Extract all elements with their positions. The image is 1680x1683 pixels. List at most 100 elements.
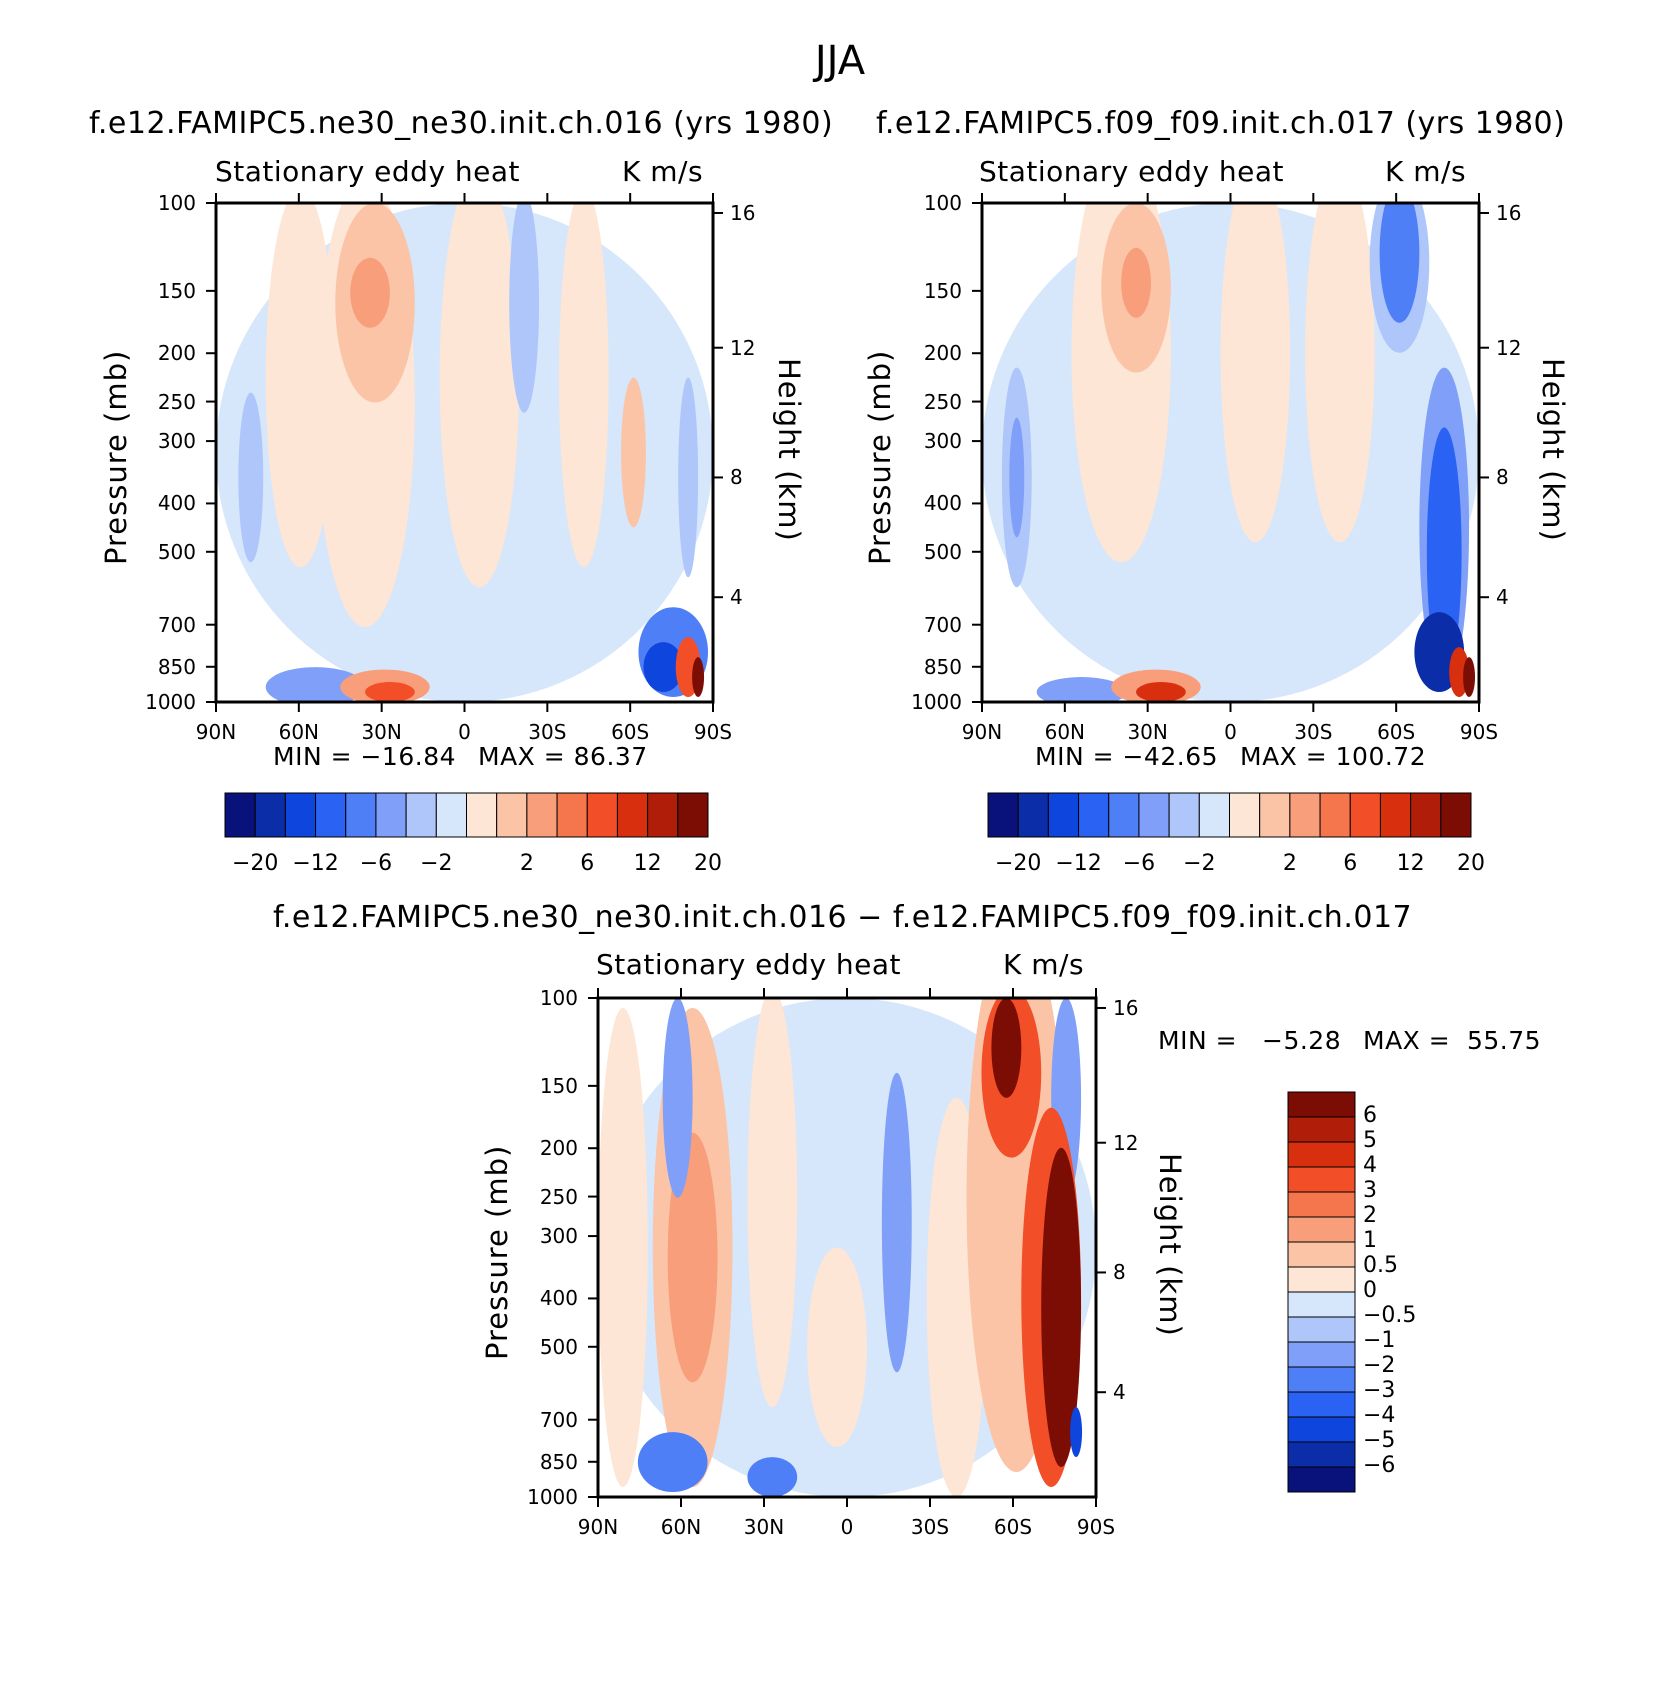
colorbar1-label: −12: [292, 851, 339, 876]
contour-fill-region: [1136, 682, 1186, 702]
panel3-ytick-label: 150: [539, 1073, 578, 1098]
colorbar2-label: −20: [994, 851, 1042, 876]
panel2-ytick-label: 250: [923, 389, 962, 414]
colorbar2-label: −2: [1183, 851, 1216, 876]
panel3-htick-label: 8: [1113, 1260, 1126, 1285]
colorbar3-swatch: [1287, 1241, 1356, 1268]
colorbar3-swatch: [1287, 1191, 1356, 1218]
contour-fill-region: [662, 998, 693, 1198]
contour-fill-region: [350, 257, 390, 328]
colorbar3-label: 0: [1363, 1278, 1377, 1303]
colorbar1-swatch: [345, 792, 377, 838]
panel3-ytick-label: 1000: [527, 1485, 578, 1509]
colorbar2-swatch: [1319, 792, 1351, 838]
contour-fill-region: [1121, 247, 1151, 318]
colorbar1-swatch: [254, 792, 286, 838]
panel3-ytick-label: 850: [539, 1449, 578, 1474]
panel2-xtick-label: 90S: [1459, 720, 1499, 744]
colorbar2-swatch: [1047, 792, 1080, 838]
colorbar2-label: 2: [1282, 851, 1297, 876]
panel1-ytick-label: 300: [157, 429, 196, 454]
panel2-ytick-label: 500: [923, 539, 962, 564]
panel2-subtitle-left: Stationary eddy heat: [979, 155, 1285, 188]
panel1-ytick-label: 150: [157, 278, 196, 303]
colorbar1-swatch: [315, 792, 347, 838]
panel3-xtick-label: 30S: [910, 1515, 950, 1539]
colorbar3-label: −5: [1363, 1428, 1396, 1453]
contour-fill-region: [238, 392, 264, 563]
colorbar1-label: 2: [519, 851, 534, 876]
panel1-min-label: MIN = −16.84: [273, 742, 457, 771]
panel3-max-label: MAX =: [1363, 1026, 1451, 1055]
panel2-xtick-label: 30S: [1294, 720, 1333, 744]
colorbar3-label: −6: [1363, 1453, 1396, 1478]
contour-fill-region: [747, 1457, 798, 1497]
colorbar1-swatch: [677, 792, 709, 838]
panel1-xtick-label: 90S: [693, 720, 733, 744]
panel2-ytick-label: 300: [923, 429, 962, 454]
panel2-htick-label: 8: [1496, 465, 1509, 490]
panel2-htick-label: 4: [1496, 585, 1509, 610]
colorbar1-label: −2: [420, 851, 453, 876]
panel1-xtick-label: 30N: [361, 720, 402, 744]
colorbar1-swatch: [647, 792, 679, 838]
contour-fill-region: [1463, 657, 1476, 698]
colorbar2-swatch: [1138, 792, 1170, 838]
colorbar1-swatch: [375, 792, 407, 838]
panel3-ytick-label: 300: [539, 1224, 578, 1249]
panel3-min-label: MIN =: [1158, 1026, 1238, 1055]
contour-fill-region: [1041, 1147, 1082, 1468]
colorbar3-swatch: [1287, 1366, 1356, 1393]
contour-fill-region: [439, 203, 520, 588]
colorbar1-swatch: [435, 792, 467, 838]
colorbar2-swatch: [1440, 792, 1472, 838]
panel3-ytick-label: 200: [539, 1136, 578, 1161]
panel3-ytick-label: 250: [539, 1184, 578, 1209]
panel1-xtick-label: 30S: [528, 720, 567, 744]
panel3-subtitle-right: K m/s: [1003, 948, 1085, 981]
panel1-xtick-label: 60N: [278, 720, 320, 744]
colorbar3-label: −1: [1363, 1328, 1396, 1353]
colorbar1-label: −20: [231, 851, 279, 876]
colorbar3-swatch: [1287, 1316, 1356, 1343]
colorbar3-swatch: [1287, 1216, 1356, 1243]
panel1-xtick-label: 60S: [611, 720, 650, 744]
colorbar1-label: 6: [580, 851, 595, 876]
panel3-htick-label: 4: [1113, 1380, 1126, 1405]
contour-fill-region: [991, 998, 1022, 1098]
colorbar2-swatch: [1410, 792, 1442, 838]
colorbar3-label: 3: [1363, 1178, 1377, 1203]
panel2-ytick-label: 100: [923, 191, 962, 215]
panel2-ytick-label: 850: [923, 654, 962, 679]
panel3-title: f.e12.FAMIPC5.ne30_ne30.init.ch.016 − f.…: [273, 900, 1413, 935]
panel1-htick-label: 12: [730, 335, 756, 360]
panel3-htick-label: 12: [1113, 1130, 1139, 1155]
colorbar3-label: −3: [1363, 1378, 1396, 1403]
panel1-ytick-label: 400: [157, 491, 196, 516]
contour-fill-region: [747, 998, 798, 1408]
contour-fill-region: [643, 642, 684, 693]
panel3-max-value: 55.75: [1467, 1026, 1542, 1055]
contour-fill-region: [1036, 677, 1127, 702]
colorbar3-label: 0.5: [1363, 1253, 1398, 1278]
panel1-ytick-label: 100: [157, 191, 196, 215]
panel2-ytick-label: 1000: [911, 690, 962, 714]
panel3-xtick-label: 60S: [993, 1515, 1033, 1539]
panel3-ytick-label: 100: [539, 986, 578, 1010]
panel1-contour-field: [216, 203, 713, 702]
colorbar1-swatch: [526, 792, 558, 838]
panel1-ytick-label: 1000: [145, 690, 196, 714]
colorbar3-swatch: [1287, 1291, 1356, 1318]
panel2-xtick-label: 60S: [1377, 720, 1416, 744]
panel2-ytick-label: 200: [923, 341, 962, 366]
colorbar3-label: 6: [1363, 1103, 1377, 1128]
colorbar1-label: −6: [359, 851, 393, 876]
panel2-min-label: MIN = −42.65: [1035, 742, 1219, 771]
colorbar2-swatch: [1168, 792, 1200, 838]
panel2-xtick-label: 30N: [1127, 720, 1168, 744]
contour-fill-region: [1305, 203, 1375, 543]
colorbar2-swatch: [1349, 792, 1381, 838]
colorbar3-swatch: [1287, 1441, 1356, 1468]
contour-fill-region: [365, 682, 415, 702]
